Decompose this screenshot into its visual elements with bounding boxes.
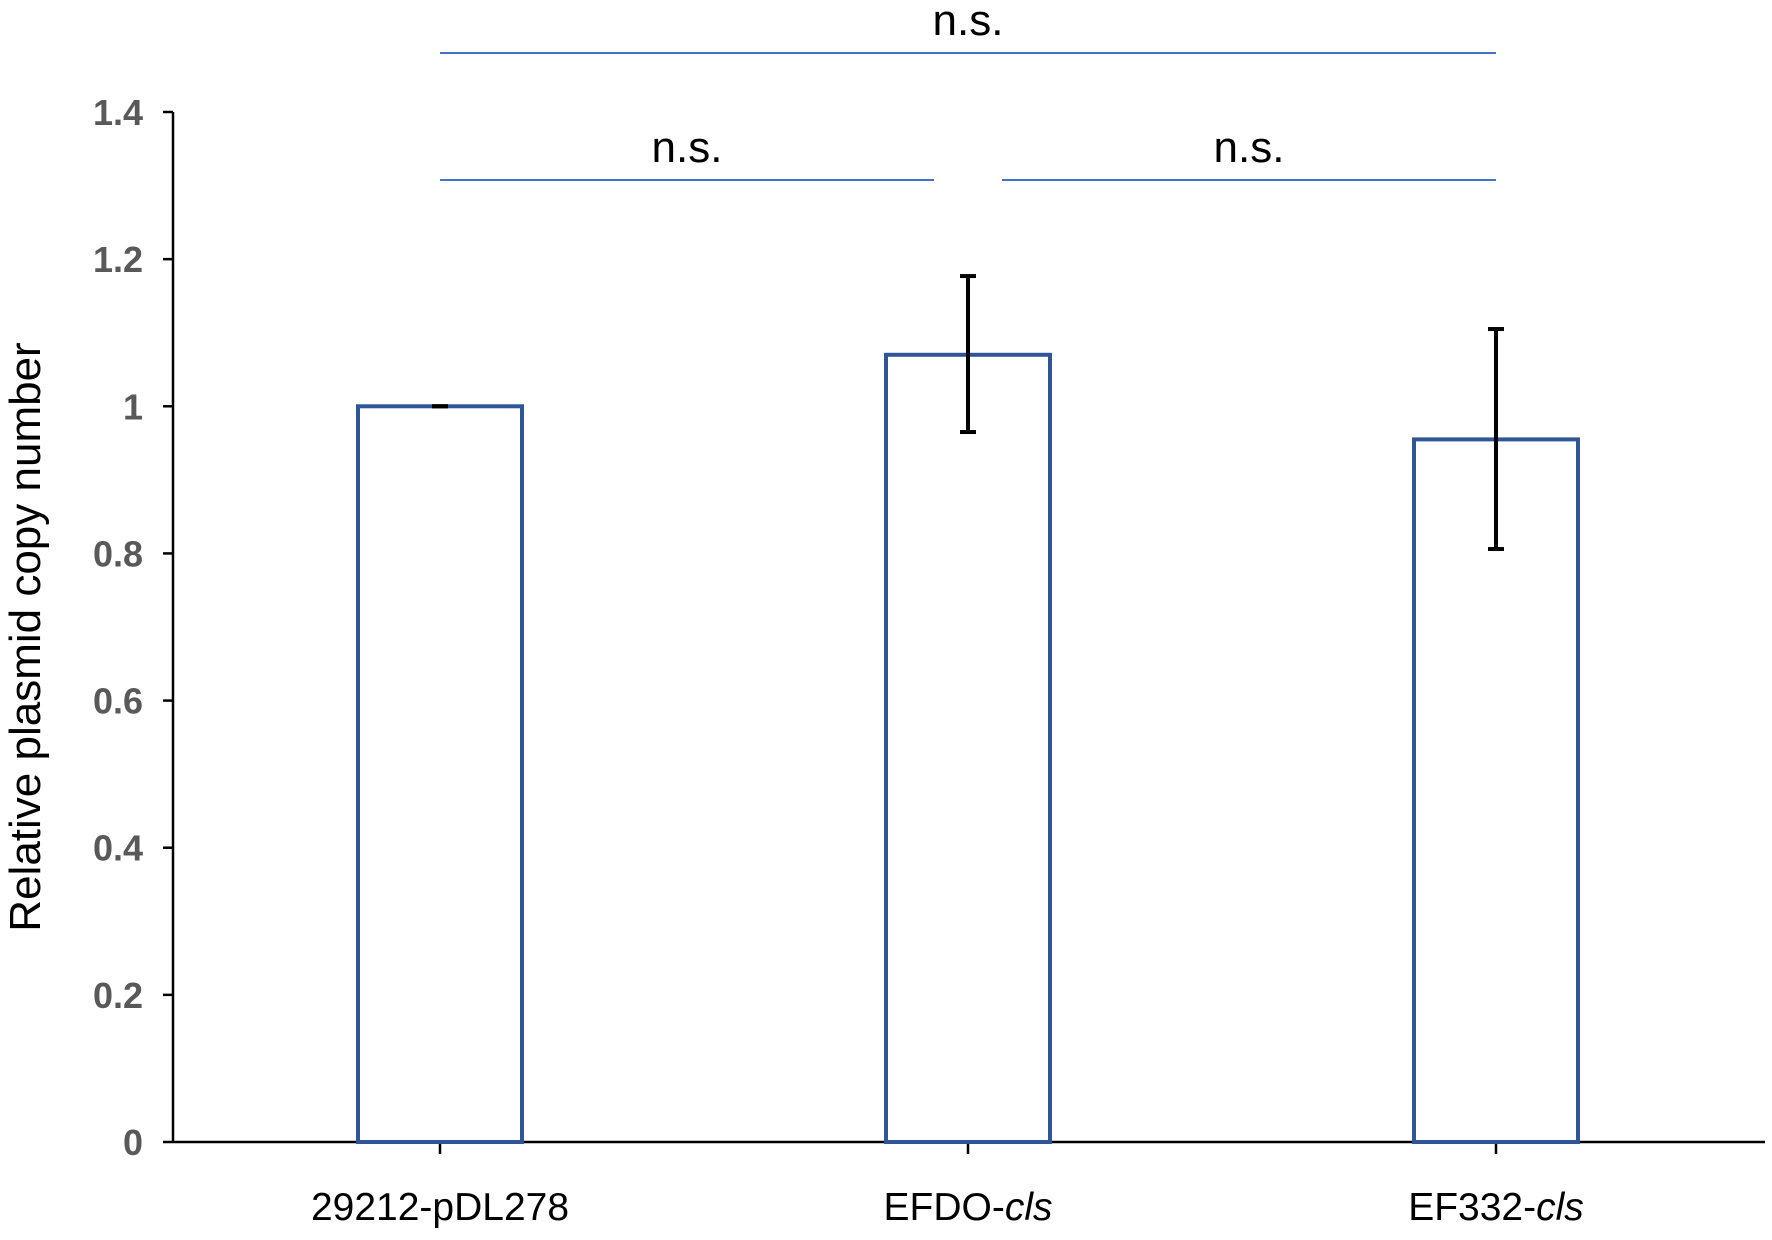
x-category-label-text: 29212-pDL278 — [311, 1186, 569, 1229]
bar — [884, 352, 1052, 1144]
bar — [356, 404, 524, 1144]
y-tick-label: 0.6 — [93, 681, 143, 722]
x-category-label: EFDO-cls — [884, 1186, 1053, 1229]
x-category-label-text: EFDO- — [884, 1186, 1005, 1229]
y-axis-title: Relative plasmid copy number — [1, 342, 50, 931]
x-category-label-italic: cls — [1536, 1186, 1584, 1229]
x-category-label-text: EF332- — [1408, 1186, 1536, 1229]
y-tick-label: 1 — [123, 386, 143, 427]
x-category-label-italic: cls — [1005, 1186, 1053, 1229]
bar — [1412, 437, 1580, 1144]
x-category-label: EF332-cls — [1408, 1186, 1584, 1229]
x-category-label: 29212-pDL278 — [311, 1186, 569, 1229]
significance-label: n.s. — [933, 0, 1004, 45]
error-bar — [1488, 327, 1504, 552]
y-tick-label: 1.4 — [93, 92, 143, 133]
significance-label: n.s. — [652, 123, 723, 172]
y-tick-label: 0 — [123, 1122, 143, 1163]
significance-label: n.s. — [1214, 123, 1285, 172]
y-tick-label: 0.8 — [93, 533, 143, 574]
error-bar — [960, 274, 976, 435]
y-tick-label: 0.4 — [93, 828, 143, 869]
y-tick-label: 1.2 — [93, 239, 143, 280]
y-tick-label: 0.2 — [93, 975, 143, 1016]
